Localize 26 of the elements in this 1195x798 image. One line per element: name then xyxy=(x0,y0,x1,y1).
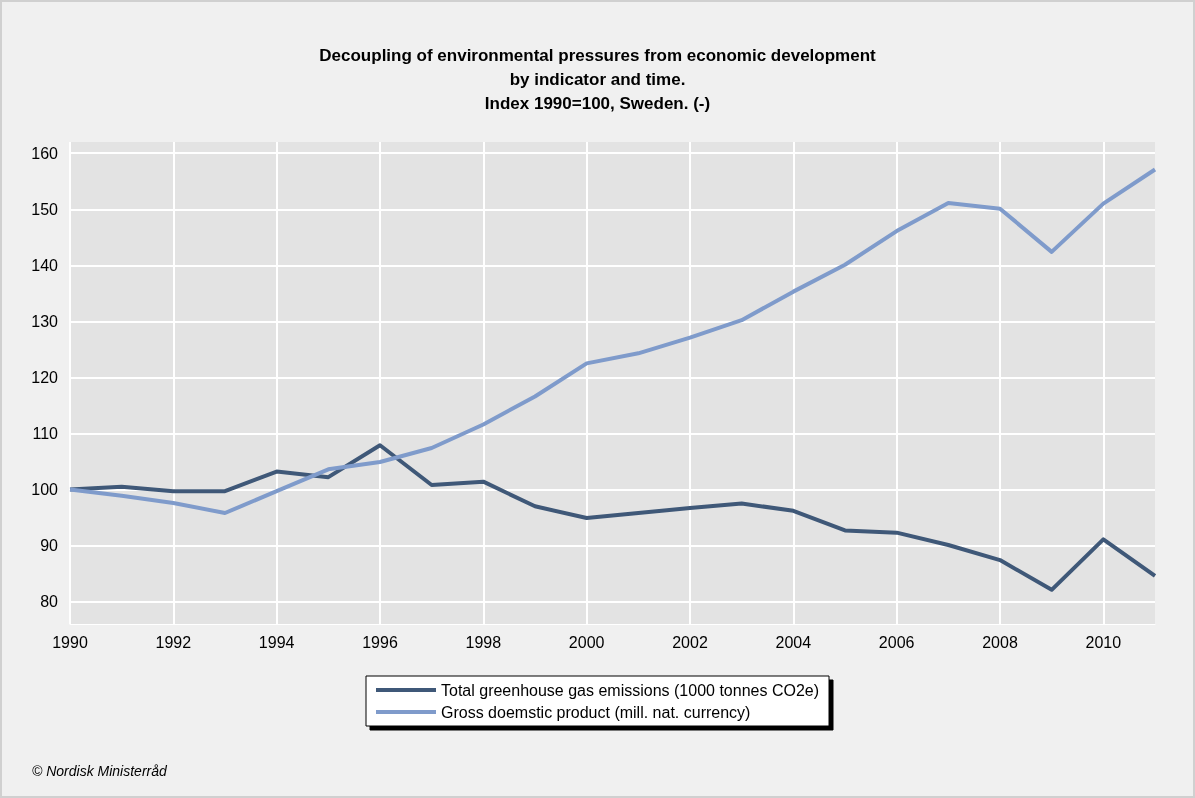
text: © Nordisk Ministerråd xyxy=(32,763,168,779)
line-series xyxy=(68,167,1157,516)
y-tick-label: 110 xyxy=(32,424,59,442)
y-tick-label: 160 xyxy=(31,144,59,162)
line-series xyxy=(68,443,1157,592)
x-tick-label: 2000 xyxy=(568,633,605,651)
x-tick-label: 2004 xyxy=(775,633,812,651)
x-tick-label: 1998 xyxy=(465,633,502,651)
x-tick-label: 1992 xyxy=(155,633,192,651)
legend-label: Total greenhouse gas emissions (1000 tonnes CO2e) xyxy=(441,681,819,699)
x-tick-label: 2002 xyxy=(672,633,708,651)
legend-label: Gross doemstic product (mill. nat. currency) xyxy=(441,703,751,721)
x-tick-label: 2006 xyxy=(878,633,915,651)
y-tick-label: 150 xyxy=(31,200,59,218)
y-tick-label: 130 xyxy=(31,312,59,330)
y-tick-label: 90 xyxy=(40,537,59,555)
y-tick-label: 80 xyxy=(40,593,59,611)
x-tick-label: 1994 xyxy=(258,633,295,651)
x-tick-label: 1990 xyxy=(52,633,88,651)
y-tick-label: 140 xyxy=(31,256,59,274)
y-tick-label: 100 xyxy=(31,480,59,498)
y-tick-label: 120 xyxy=(31,368,59,386)
x-tick-label: 2010 xyxy=(1085,633,1122,651)
chart-title: Decoupling of environmental pressures from economic development by indicator and time. Index 1990=100, Sweden. (-) xyxy=(319,45,877,113)
x-tick-label: 2008 xyxy=(982,633,1018,651)
x-tick-label: 1996 xyxy=(362,633,398,651)
